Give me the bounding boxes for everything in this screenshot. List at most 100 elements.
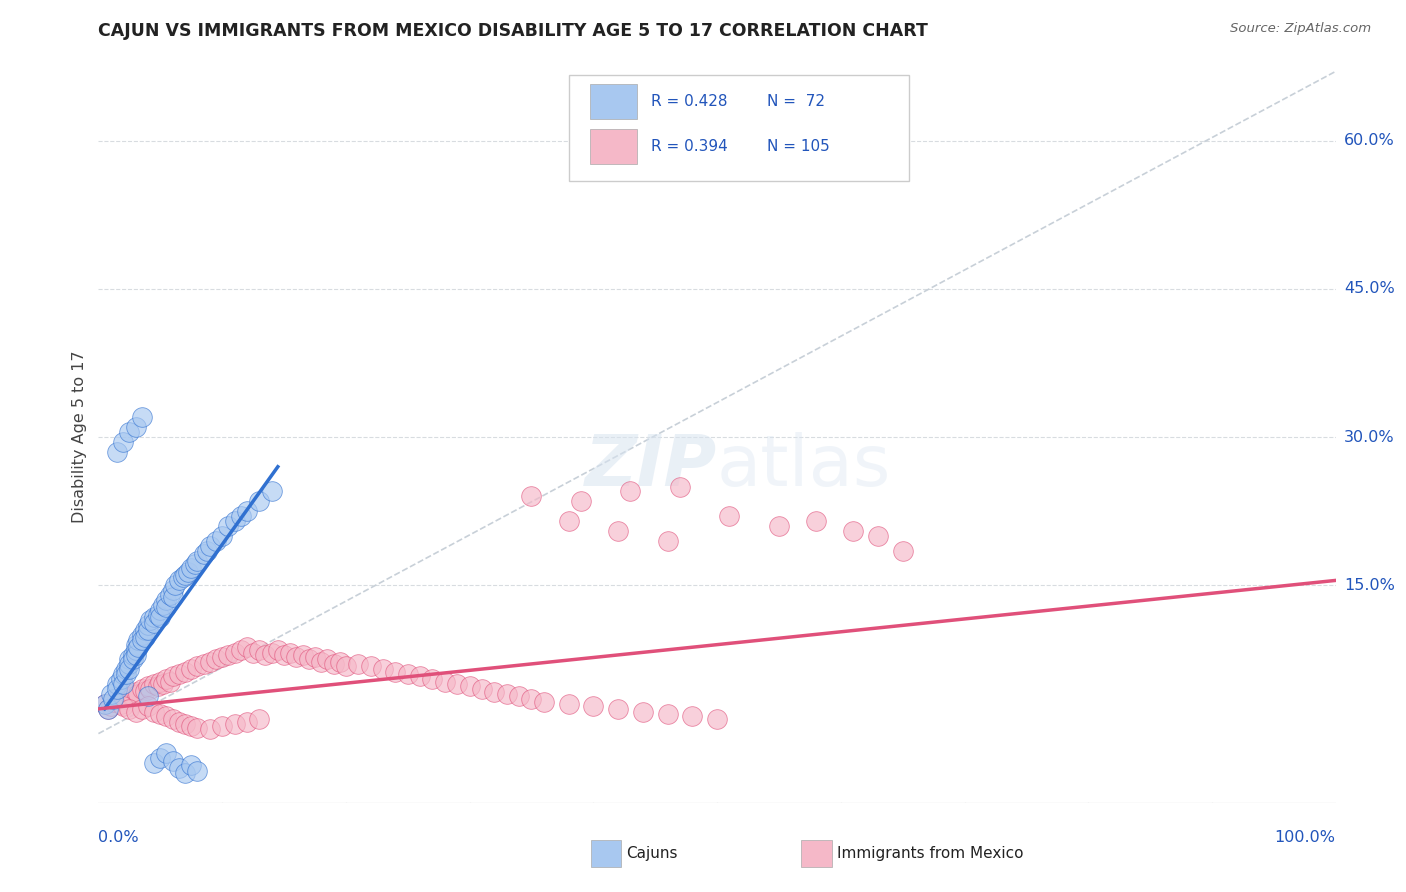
Point bbox=[165, 578, 187, 592]
Point bbox=[508, 689, 530, 703]
Point bbox=[131, 410, 153, 425]
Point bbox=[396, 667, 419, 681]
Y-axis label: Disability Age 5 to 17: Disability Age 5 to 17 bbox=[72, 351, 87, 524]
Point bbox=[236, 504, 259, 518]
Point bbox=[217, 519, 239, 533]
Point bbox=[422, 672, 444, 686]
Point bbox=[162, 583, 184, 598]
Bar bbox=[589, 84, 637, 119]
Point bbox=[174, 665, 197, 680]
Text: ZIP: ZIP bbox=[585, 432, 717, 500]
Point bbox=[267, 642, 290, 657]
Point bbox=[100, 687, 122, 701]
Point bbox=[309, 656, 332, 670]
Point bbox=[162, 712, 184, 726]
Point bbox=[533, 695, 555, 709]
Point bbox=[136, 689, 159, 703]
Point bbox=[211, 649, 233, 664]
Point bbox=[162, 669, 184, 683]
Point bbox=[134, 630, 156, 644]
Point bbox=[124, 642, 146, 657]
Text: R = 0.428: R = 0.428 bbox=[651, 94, 728, 109]
Point bbox=[484, 685, 506, 699]
Point bbox=[866, 529, 889, 543]
Point bbox=[162, 754, 184, 768]
Text: 100.0%: 100.0% bbox=[1275, 830, 1336, 845]
Text: N =  72: N = 72 bbox=[766, 94, 824, 109]
Text: Source: ZipAtlas.com: Source: ZipAtlas.com bbox=[1230, 22, 1371, 36]
Point bbox=[198, 539, 221, 553]
Point bbox=[669, 479, 692, 493]
Point bbox=[134, 684, 156, 698]
Point bbox=[159, 675, 181, 690]
Point bbox=[260, 646, 283, 660]
Point bbox=[174, 716, 197, 731]
Point bbox=[285, 649, 308, 664]
Point bbox=[335, 659, 357, 673]
Point bbox=[174, 568, 197, 582]
Point bbox=[224, 514, 246, 528]
Point bbox=[149, 751, 172, 765]
Point bbox=[384, 665, 406, 680]
Point bbox=[186, 721, 208, 735]
Point bbox=[112, 698, 135, 713]
Point bbox=[143, 610, 166, 624]
Point bbox=[706, 712, 728, 726]
Point bbox=[186, 554, 208, 568]
Point bbox=[768, 519, 790, 533]
Text: 60.0%: 60.0% bbox=[1344, 133, 1395, 148]
Point bbox=[152, 677, 174, 691]
Point bbox=[167, 667, 190, 681]
Point bbox=[198, 656, 221, 670]
Point bbox=[124, 648, 146, 662]
Text: R = 0.394: R = 0.394 bbox=[651, 139, 728, 154]
Point bbox=[152, 598, 174, 612]
Text: N = 105: N = 105 bbox=[766, 139, 830, 154]
Text: 0.0%: 0.0% bbox=[98, 830, 139, 845]
Point bbox=[291, 648, 314, 662]
Point bbox=[155, 672, 177, 686]
Point bbox=[127, 640, 149, 654]
Point bbox=[631, 705, 654, 719]
Point bbox=[110, 672, 132, 686]
Point bbox=[155, 600, 177, 615]
Point bbox=[657, 706, 679, 721]
Point bbox=[124, 638, 146, 652]
Point bbox=[143, 705, 166, 719]
Point bbox=[112, 435, 135, 450]
Point bbox=[143, 677, 166, 691]
Point bbox=[146, 607, 169, 622]
Point bbox=[619, 484, 641, 499]
Point bbox=[118, 687, 141, 701]
Point bbox=[193, 547, 215, 561]
Point bbox=[136, 623, 159, 637]
Point bbox=[103, 692, 125, 706]
Point bbox=[143, 615, 166, 630]
Point bbox=[127, 687, 149, 701]
Bar bbox=[589, 129, 637, 164]
Point bbox=[162, 591, 184, 605]
Point bbox=[149, 610, 172, 624]
Point bbox=[557, 697, 579, 711]
Point bbox=[224, 646, 246, 660]
Text: 15.0%: 15.0% bbox=[1344, 578, 1395, 593]
Point bbox=[842, 524, 865, 538]
Text: 30.0%: 30.0% bbox=[1344, 430, 1395, 444]
Point bbox=[139, 613, 162, 627]
Point bbox=[146, 679, 169, 693]
Point bbox=[127, 632, 149, 647]
Point bbox=[93, 697, 115, 711]
Point bbox=[718, 509, 741, 524]
Point bbox=[582, 698, 605, 713]
Point bbox=[118, 652, 141, 666]
Point bbox=[273, 648, 295, 662]
Point bbox=[136, 618, 159, 632]
Point bbox=[371, 662, 394, 676]
Point bbox=[100, 698, 122, 713]
Point bbox=[155, 747, 177, 761]
Text: Cajuns: Cajuns bbox=[626, 847, 678, 861]
Point bbox=[607, 702, 630, 716]
Point bbox=[167, 574, 190, 588]
Point bbox=[217, 648, 239, 662]
Point bbox=[97, 702, 120, 716]
